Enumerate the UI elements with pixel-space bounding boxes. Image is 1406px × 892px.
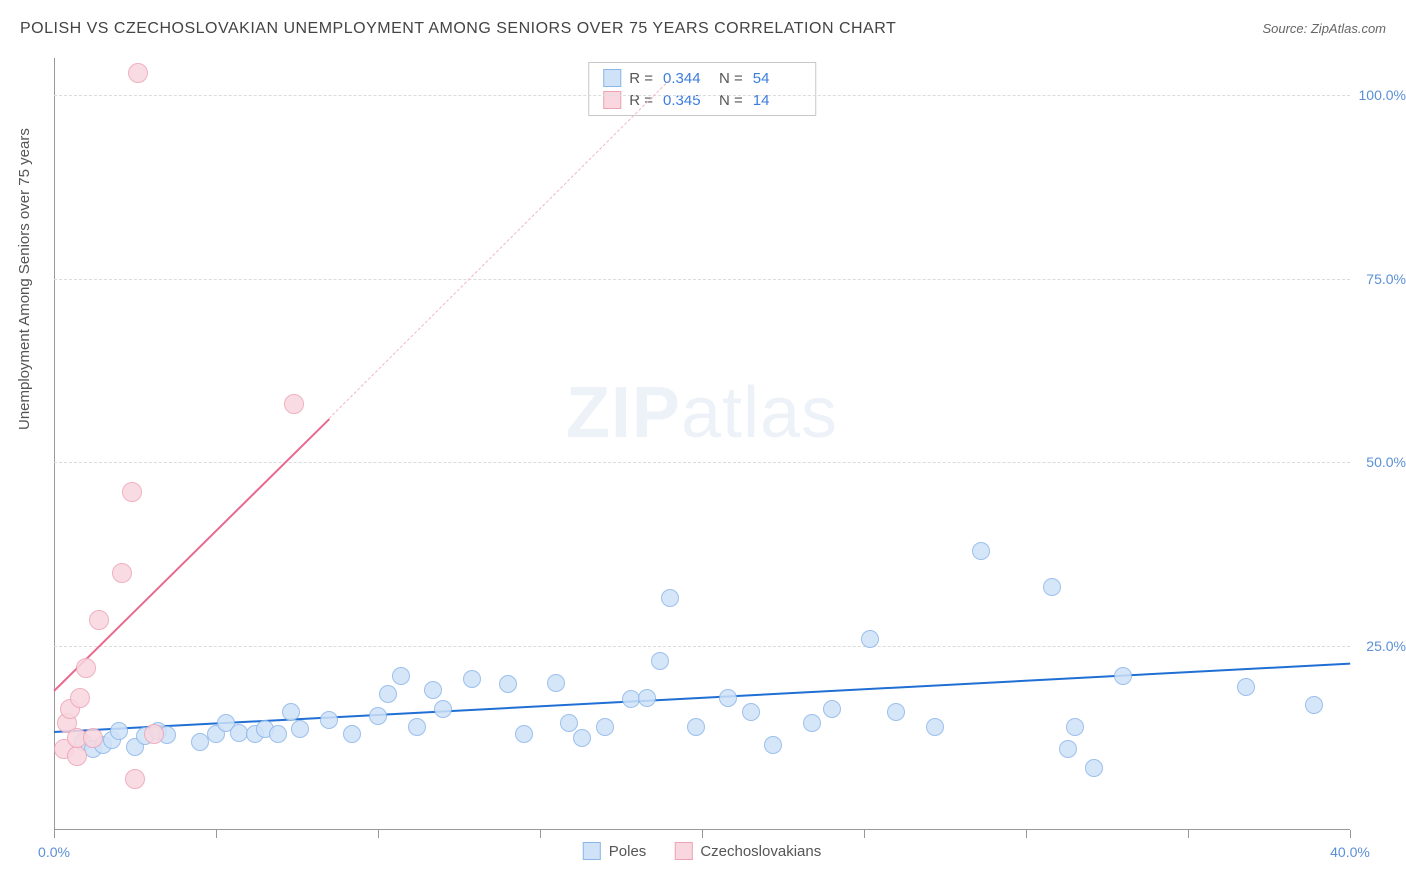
data-point: [547, 674, 565, 692]
data-point: [926, 718, 944, 736]
x-tick: [864, 830, 865, 838]
data-point: [499, 675, 517, 693]
x-tick-label: 0.0%: [38, 844, 70, 860]
y-axis-label: Unemployment Among Seniors over 75 years: [16, 128, 33, 430]
x-tick: [702, 830, 703, 838]
data-point: [803, 714, 821, 732]
data-point: [67, 746, 87, 766]
legend-swatch-czech: [674, 842, 692, 860]
r-value-poles: 0.344: [663, 70, 711, 87]
data-point: [972, 542, 990, 560]
data-point: [515, 725, 533, 743]
legend-swatch-poles: [583, 842, 601, 860]
data-point: [1059, 740, 1077, 758]
swatch-poles: [603, 69, 621, 87]
data-point: [110, 722, 128, 740]
data-point: [291, 720, 309, 738]
data-point: [424, 681, 442, 699]
stats-row-czech: R = 0.345 N = 14: [603, 89, 801, 111]
swatch-czech: [603, 91, 621, 109]
data-point: [596, 718, 614, 736]
x-tick: [54, 830, 55, 838]
data-point: [661, 589, 679, 607]
data-point: [125, 769, 145, 789]
grid-line: [54, 95, 1350, 96]
data-point: [1066, 718, 1084, 736]
x-tick: [1026, 830, 1027, 838]
data-point: [742, 703, 760, 721]
data-point: [764, 736, 782, 754]
grid-line: [54, 462, 1350, 463]
grid-line: [54, 279, 1350, 280]
data-point: [887, 703, 905, 721]
y-tick-label: 100.0%: [1359, 87, 1406, 103]
legend-item-czech: Czechoslovakians: [674, 842, 821, 860]
legend-label-czech: Czechoslovakians: [700, 843, 821, 860]
data-point: [687, 718, 705, 736]
data-point: [343, 725, 361, 743]
trend-line: [329, 80, 670, 419]
scatter-plot: ZIPatlas R = 0.344 N = 54 R = 0.345 N = …: [54, 58, 1350, 830]
data-point: [408, 718, 426, 736]
data-point: [719, 689, 737, 707]
data-point: [76, 658, 96, 678]
data-point: [1305, 696, 1323, 714]
y-tick-label: 75.0%: [1366, 271, 1406, 287]
watermark: ZIPatlas: [566, 372, 838, 454]
stats-box: R = 0.344 N = 54 R = 0.345 N = 14: [588, 62, 816, 116]
data-point: [638, 689, 656, 707]
data-point: [122, 482, 142, 502]
x-tick: [1350, 830, 1351, 838]
data-point: [379, 685, 397, 703]
data-point: [861, 630, 879, 648]
data-point: [320, 711, 338, 729]
data-point: [1085, 759, 1103, 777]
n-value-poles: 54: [753, 70, 801, 87]
data-point: [282, 703, 300, 721]
y-axis-line: [54, 58, 55, 830]
r-label: R =: [629, 70, 653, 87]
data-point: [622, 690, 640, 708]
data-point: [573, 729, 591, 747]
grid-line: [54, 646, 1350, 647]
data-point: [392, 667, 410, 685]
data-point: [434, 700, 452, 718]
y-tick-label: 25.0%: [1366, 638, 1406, 654]
data-point: [1237, 678, 1255, 696]
data-point: [1043, 578, 1061, 596]
data-point: [144, 724, 164, 744]
data-point: [112, 563, 132, 583]
data-point: [369, 707, 387, 725]
data-point: [823, 700, 841, 718]
n-label: N =: [719, 70, 743, 87]
legend: Poles Czechoslovakians: [583, 842, 821, 860]
legend-item-poles: Poles: [583, 842, 647, 860]
data-point: [463, 670, 481, 688]
data-point: [1114, 667, 1132, 685]
chart-title: POLISH VS CZECHOSLOVAKIAN UNEMPLOYMENT A…: [20, 20, 896, 38]
data-point: [89, 610, 109, 630]
data-point: [284, 394, 304, 414]
trend-line: [53, 419, 330, 692]
x-tick-label: 40.0%: [1330, 844, 1370, 860]
data-point: [128, 63, 148, 83]
x-tick: [1188, 830, 1189, 838]
data-point: [560, 714, 578, 732]
data-point: [83, 728, 103, 748]
y-tick-label: 50.0%: [1366, 454, 1406, 470]
legend-label-poles: Poles: [609, 843, 647, 860]
x-tick: [540, 830, 541, 838]
x-tick: [216, 830, 217, 838]
x-tick: [378, 830, 379, 838]
data-point: [651, 652, 669, 670]
data-point: [70, 688, 90, 708]
data-point: [269, 725, 287, 743]
stats-row-poles: R = 0.344 N = 54: [603, 67, 801, 89]
source-label: Source: ZipAtlas.com: [1262, 21, 1386, 36]
